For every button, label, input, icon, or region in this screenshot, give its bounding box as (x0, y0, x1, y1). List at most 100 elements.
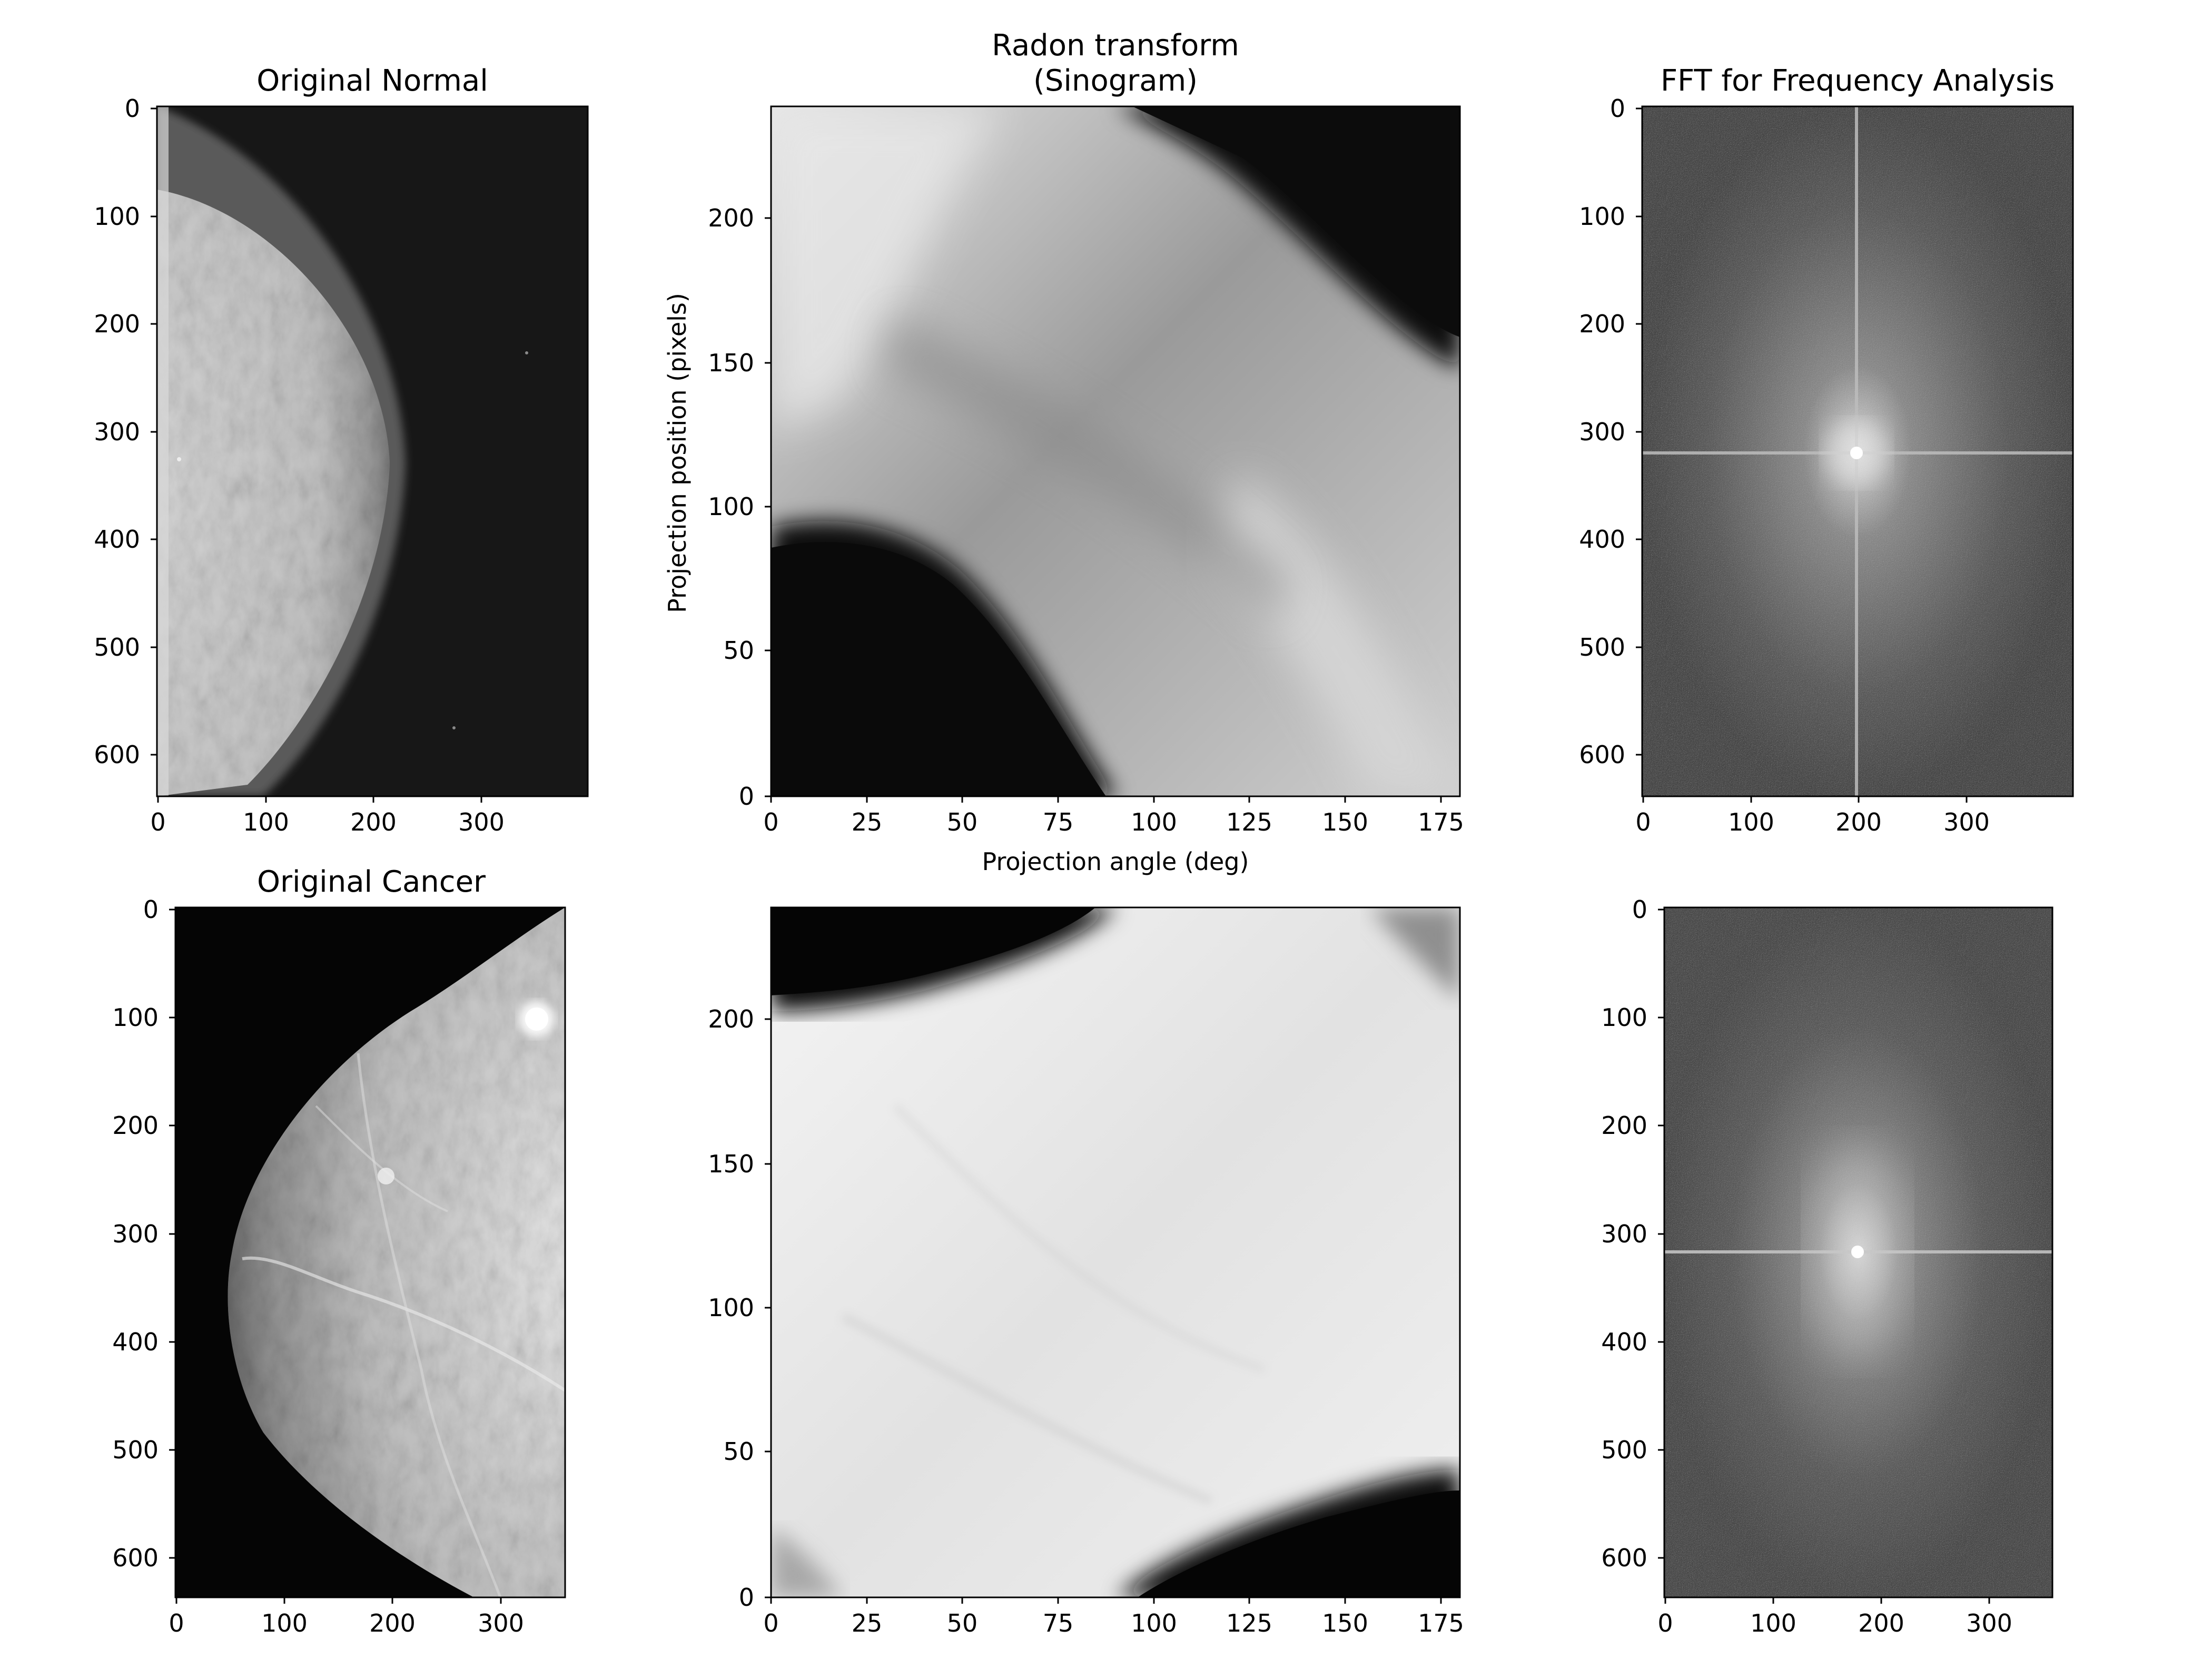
y-ticks: 0 100 200 300 400 500 600 (1601, 895, 1664, 1572)
x-tick: 100 (1750, 1597, 1796, 1637)
panel-fft-normal: FFT for Frequency Analysis 0 100 200 300… (1579, 64, 2074, 836)
svg-text:200: 200 (708, 204, 754, 232)
svg-text:175: 175 (1418, 1609, 1464, 1637)
svg-text:25: 25 (852, 1609, 883, 1637)
x-tick: 100 (1728, 796, 1774, 836)
axes-frame (1641, 105, 2074, 797)
x-tick: 175 (1418, 1597, 1464, 1637)
axes-frame (770, 906, 1461, 1598)
y-tick: 200 (112, 1111, 175, 1140)
image-sinogram-normal (771, 106, 1460, 796)
y-tick: 600 (94, 740, 157, 769)
svg-text:600: 600 (1579, 740, 1625, 769)
svg-text:50: 50 (947, 808, 978, 836)
x-tick: 300 (478, 1597, 524, 1637)
x-tick: 300 (1966, 1597, 2012, 1637)
y-tick: 100 (708, 1293, 771, 1322)
y-tick: 300 (1579, 418, 1642, 446)
svg-text:125: 125 (1226, 808, 1272, 836)
x-tick: 125 (1226, 796, 1272, 836)
x-tick: 175 (1418, 796, 1464, 836)
x-tick: 25 (852, 796, 882, 836)
y-tick: 50 (723, 1437, 771, 1466)
x-tick: 0 (763, 1597, 779, 1637)
svg-text:600: 600 (112, 1544, 159, 1572)
x-tick: 25 (852, 1597, 883, 1637)
image-fft-cancer (1664, 907, 2052, 1597)
x-tick: 0 (1657, 1597, 1673, 1637)
y-tick: 0 (143, 895, 175, 924)
x-tick: 300 (1943, 796, 1990, 836)
svg-text:100: 100 (1579, 202, 1625, 231)
svg-text:300: 300 (458, 808, 505, 836)
svg-text:200: 200 (112, 1111, 159, 1140)
svg-text:300: 300 (94, 418, 140, 446)
svg-text:500: 500 (94, 633, 140, 661)
x-tick: 125 (1226, 1597, 1272, 1637)
x-tick: 75 (1043, 796, 1073, 836)
svg-text:200: 200 (708, 1005, 754, 1033)
svg-text:200: 200 (1579, 310, 1625, 338)
svg-text:50: 50 (723, 1437, 754, 1466)
y-tick: 100 (1601, 1003, 1664, 1032)
svg-text:0: 0 (169, 1609, 184, 1637)
x-tick: 100 (261, 1597, 308, 1637)
svg-text:100: 100 (1750, 1609, 1796, 1637)
svg-text:0: 0 (1657, 1609, 1673, 1637)
axes-frame (770, 105, 1461, 797)
svg-text:0: 0 (1632, 895, 1647, 924)
x-axis-label: Projection angle (deg) (982, 847, 1249, 876)
x-ticks: 0 100 200 300 (1635, 796, 1990, 836)
y-tick: 200 (708, 204, 771, 232)
y-ticks: 0 50 100 150 200 (708, 204, 771, 811)
panel-title-line2: (Sinogram) (1033, 64, 1198, 98)
y-ticks: 0 100 200 300 400 500 600 (94, 94, 157, 769)
svg-text:300: 300 (1966, 1609, 2012, 1637)
svg-text:0: 0 (739, 1583, 754, 1612)
svg-text:50: 50 (947, 1609, 978, 1637)
x-tick: 75 (1043, 1597, 1073, 1637)
x-tick: 0 (763, 796, 779, 836)
svg-text:100: 100 (1728, 808, 1774, 836)
svg-text:300: 300 (1943, 808, 1990, 836)
x-tick: 0 (1635, 796, 1651, 836)
svg-text:0: 0 (1635, 808, 1651, 836)
panel-title: Original Normal (256, 64, 488, 98)
svg-text:500: 500 (1579, 633, 1625, 661)
image-fft-normal (1642, 106, 2073, 796)
y-tick: 500 (1579, 633, 1642, 661)
svg-text:500: 500 (112, 1436, 159, 1464)
svg-text:500: 500 (1601, 1436, 1647, 1464)
svg-text:150: 150 (708, 1150, 754, 1178)
x-ticks: 0 100 200 300 (1657, 1597, 2012, 1637)
svg-text:300: 300 (112, 1220, 159, 1248)
y-tick: 200 (708, 1005, 771, 1033)
x-tick: 200 (350, 796, 397, 836)
y-tick: 0 (1632, 895, 1664, 924)
svg-text:0: 0 (763, 1609, 778, 1637)
y-tick: 600 (112, 1544, 175, 1572)
svg-text:400: 400 (112, 1328, 159, 1356)
svg-text:0: 0 (763, 808, 778, 836)
axes-frame (1663, 906, 2053, 1598)
y-tick: 600 (1601, 1544, 1664, 1572)
y-ticks: 0 100 200 300 400 500 600 (112, 895, 175, 1572)
svg-text:100: 100 (243, 808, 289, 836)
y-tick: 500 (1601, 1436, 1664, 1464)
svg-text:200: 200 (1835, 808, 1882, 836)
panel-title: FFT for Frequency Analysis (1661, 64, 2055, 98)
y-tick: 400 (1579, 525, 1642, 554)
y-tick: 400 (1601, 1328, 1664, 1356)
image-cancer-mammogram (175, 907, 565, 1597)
svg-text:200: 200 (94, 310, 140, 338)
svg-text:600: 600 (94, 740, 140, 769)
panel-original-cancer: Original Cancer 0 100 200 300 400 500 60… (112, 865, 566, 1637)
y-tick: 50 (723, 636, 771, 665)
svg-text:125: 125 (1226, 1609, 1272, 1637)
svg-text:150: 150 (708, 349, 754, 377)
y-tick: 200 (94, 310, 157, 338)
svg-text:100: 100 (708, 492, 754, 521)
x-tick: 100 (243, 796, 289, 836)
panel-original-normal: Original Normal 0 100 200 300 400 500 60… (94, 64, 589, 836)
x-tick: 50 (947, 1597, 978, 1637)
